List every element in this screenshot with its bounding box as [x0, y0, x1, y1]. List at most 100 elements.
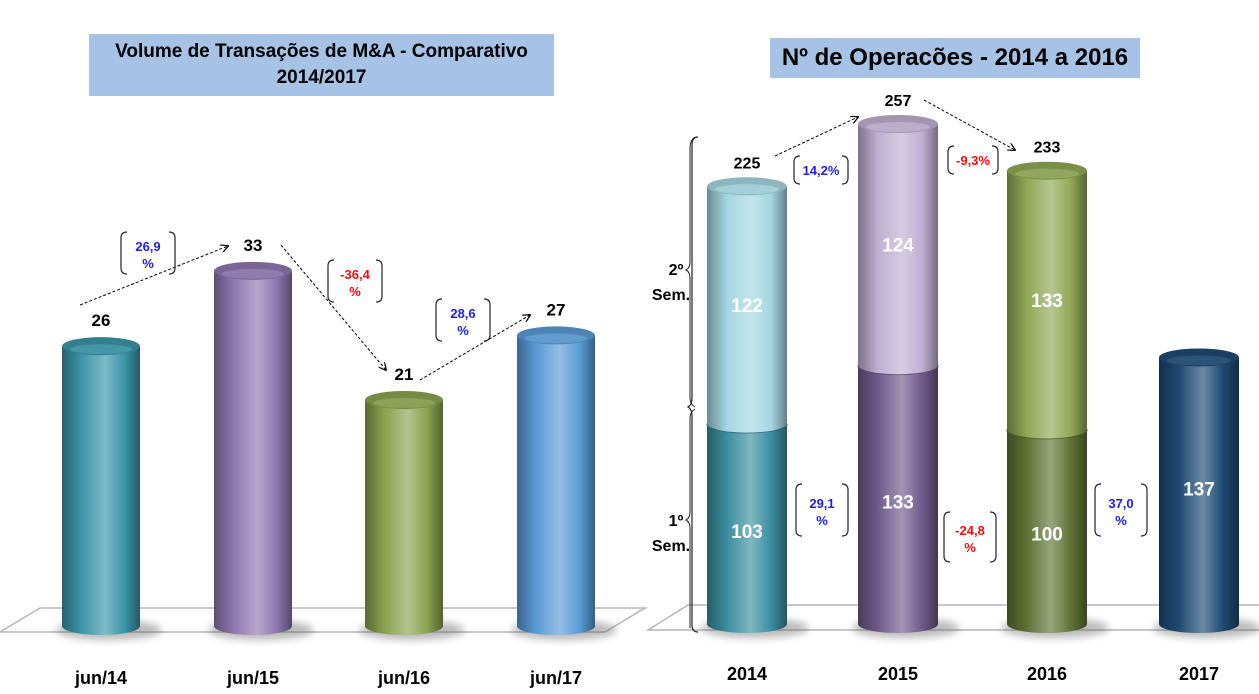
chart1-change-arrow	[419, 315, 530, 381]
chart1-change-badge-left-bracket	[435, 298, 443, 342]
chart1-title-line1: Volume de Transações de M&A - Comparativ…	[115, 41, 528, 62]
chart2-first-half-change-badge: 37,0%	[1094, 483, 1148, 537]
chart2-first-half-change-badge-value: 29,1	[809, 496, 834, 511]
chart2-x-tick-label: 2016	[1027, 664, 1067, 684]
chart2-title: Nº de Operacões - 2014 a 2016	[770, 38, 1140, 78]
chart2-first-half-change-badge-left-bracket	[943, 511, 951, 563]
chart1-change-badge-left-bracket	[120, 231, 128, 275]
chart1-change-badge-right-bracket	[168, 231, 176, 275]
chart1-bar-jun-16-top-highlight	[372, 398, 436, 408]
chart1-x-tick-label: jun/17	[529, 668, 582, 688]
chart2-first-half-change-badge-right-bracket	[989, 511, 997, 563]
chart2-total-change-arrow	[774, 117, 858, 157]
chart1-change-badge-right-bracket	[375, 259, 383, 303]
chart2-bar-2016-second-half-body	[1007, 170, 1087, 439]
chart2-x-tick-label: 2015	[878, 664, 918, 684]
chart1-bar-jun-15-top-highlight	[221, 268, 285, 279]
chart1-change-badge-unit: %	[142, 256, 154, 271]
chart2-total-change-badge-right-bracket	[991, 145, 999, 175]
chart1-plot: 26jun/1433jun/1521jun/1627jun/1726,9%-36…	[0, 231, 648, 688]
chart2-bar-2014-first-half-body	[707, 423, 787, 633]
chart2-first-half-change-badge-left-bracket	[1094, 483, 1102, 537]
chart2-segment-label: 137	[1183, 480, 1215, 501]
chart2-outer-brace	[686, 136, 699, 633]
chart2-total-change-arrow	[923, 99, 1015, 150]
chart1-change-badge-left-bracket	[327, 259, 335, 303]
chart2-bar-2015-first-half-body	[858, 365, 938, 633]
chart1-change-badge: -36,4%	[327, 259, 383, 303]
chart2-x-tick-label: 2014	[727, 664, 767, 684]
chart2-first-half-change-badge: -24,8%	[943, 511, 997, 563]
chart2-total-change-badge-left-bracket	[947, 145, 955, 175]
chart2-bar-2015-second-half	[858, 115, 938, 375]
chart1-bar-jun-15-body	[214, 270, 292, 635]
chart2-segment-label: 122	[731, 296, 763, 317]
chart1-change-badge-unit: %	[349, 284, 361, 299]
chart2-bar-2016-first-half-body	[1007, 429, 1087, 633]
chart1-bar-jun-14	[62, 337, 140, 635]
chart2-bar-2016-second-half-top-highlight	[1015, 168, 1079, 179]
chart2-first-half-change-badge-right-bracket	[1140, 483, 1148, 537]
chart2-bar-2016-second-half	[1007, 161, 1087, 439]
chart2-brace-label-second-ordinal: 2º	[669, 262, 684, 279]
chart2-bar-2015-second-half-top-highlight	[866, 122, 930, 132]
chart2-bar-2017-first-half-body	[1159, 357, 1239, 633]
chart1-change-badge-value: -36,4	[340, 267, 370, 282]
chart2-plot: 122 225 103 2014 124 257 133 2015 133 233 100 2016 1…	[645, 93, 1259, 684]
chart2-bar-2014-second-half	[707, 177, 787, 433]
chart1-x-tick-label: jun/15	[226, 668, 279, 688]
chart1-bar-jun-15	[214, 261, 292, 635]
chart2-segment-label: 124	[882, 236, 914, 257]
chart2-first-half-change-badge-left-bracket	[795, 483, 803, 537]
chart1-bar-jun-14-top-highlight	[69, 344, 133, 355]
chart1-value-label: 26	[92, 311, 111, 330]
chart2-first-half-change-badge-right-bracket	[841, 483, 849, 537]
chart1-change-badge-unit: %	[457, 323, 469, 338]
chart2-bar-2015-second-half-body	[858, 124, 938, 375]
chart1-change-badge-value: 28,6	[450, 306, 475, 321]
chart2-segment-label: 103	[731, 522, 763, 543]
chart2-first-half-change-badge-value: 37,0	[1108, 496, 1133, 511]
chart2-segment-label: 133	[1031, 291, 1063, 312]
chart1-bar-jun-17-top-highlight	[524, 333, 588, 344]
chart2-bar-2017-first-half	[1159, 348, 1239, 633]
chart1-change-badge-right-bracket	[483, 298, 491, 342]
chart2-total-change-badge-value: -9,3%	[956, 153, 990, 168]
chart1-change-badge: 26,9%	[120, 231, 176, 275]
chart2-bar-2014-second-half-top-highlight	[715, 184, 779, 195]
chart2-total-label: 257	[885, 93, 912, 110]
chart1-bar-jun-14-body	[62, 346, 140, 635]
chart2-brace-label-first-sem: Sem.	[652, 538, 690, 555]
chart2-total-change-badge: -9,3%	[947, 145, 999, 175]
chart2-first-half-change-badge-unit: %	[816, 513, 828, 528]
chart1-change-badge: 28,6%	[435, 298, 491, 342]
chart1-bar-jun-17-body	[517, 335, 595, 635]
chart2-total-label: 225	[734, 155, 761, 172]
chart2-first-half-change-badge-unit: %	[1115, 513, 1127, 528]
chart2-total-change-badge: 14,2%	[793, 155, 849, 185]
chart2-bar-2017-first-half-top-highlight	[1167, 355, 1231, 366]
chart2-first-half-change-badge-value: -24,8	[955, 523, 985, 538]
chart2-total-change-badge-left-bracket	[793, 155, 801, 185]
chart2-bar-2014-second-half-body	[707, 186, 787, 433]
chart2-segment-label: 100	[1031, 525, 1063, 546]
chart2-second-half-brace	[684, 136, 696, 408]
chart1-value-label: 27	[547, 300, 566, 319]
chart2-total-label: 233	[1034, 140, 1061, 157]
chart1-change-badge-value: 26,9	[135, 239, 160, 254]
chart2-brace-label-second-sem: Sem.	[652, 287, 690, 304]
chart2-first-half-change-badge: 29,1%	[795, 483, 849, 537]
chart1-x-tick-label: jun/14	[74, 668, 127, 688]
chart1-title: Volume de Transações de M&A - Comparativ…	[89, 34, 554, 96]
chart2-segment-label: 133	[882, 493, 914, 514]
chart2-x-tick-label: 2017	[1179, 664, 1219, 684]
chart1-bar-jun-16-body	[365, 399, 443, 635]
chart2-first-half-change-badge-unit: %	[964, 540, 976, 555]
chart1-change-arrow	[79, 246, 228, 306]
chart1-x-tick-label: jun/16	[377, 668, 430, 688]
chart2-total-change-badge-value: 14,2%	[803, 163, 840, 178]
chart1-value-label: 21	[395, 365, 414, 384]
chart1-title-line2: 2014/2017	[276, 67, 367, 88]
chart2-brace-label-first-ordinal: 1º	[669, 513, 684, 530]
